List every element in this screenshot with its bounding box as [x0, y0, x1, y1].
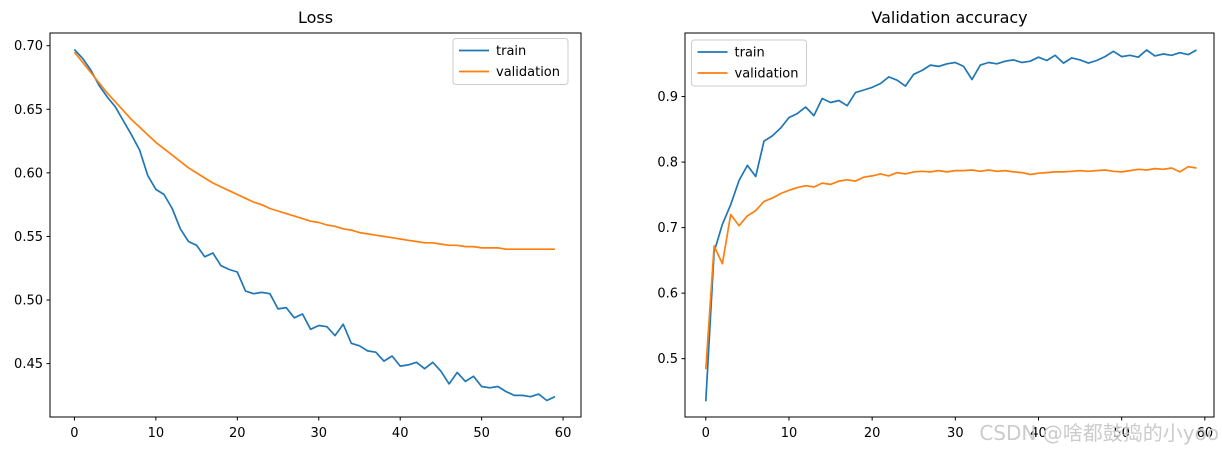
x-tick-label: 30 [947, 426, 964, 441]
x-tick-label: 60 [1197, 426, 1214, 441]
watermark: CSDN @啥都鼓捣的小yoo [979, 421, 1219, 445]
y-tick-label: 0.50 [14, 294, 43, 309]
plot-title: Loss [298, 8, 333, 27]
y-tick-label: 0.8 [657, 156, 678, 171]
y-tick-label: 0.70 [14, 39, 43, 54]
x-tick-label: 50 [473, 426, 490, 441]
legend-validation-label: validation [496, 65, 560, 80]
x-tick-label: 0 [702, 426, 710, 441]
y-tick-label: 0.60 [14, 166, 43, 181]
legend: train validation [691, 39, 807, 87]
x-tick-label: 40 [392, 426, 409, 441]
x-tick-label: 20 [864, 426, 881, 441]
legend: train validation [452, 38, 569, 85]
plot-title: Validation accuracy [871, 8, 1027, 27]
x-tick-label: 0 [70, 426, 78, 441]
legend-train-label: train [496, 44, 526, 59]
x-tick-label: 10 [781, 426, 798, 441]
y-tick-label: 0.6 [657, 287, 678, 302]
x-tick-label: 20 [229, 426, 246, 441]
plot-border [49, 32, 582, 418]
y-tick-label: 0.5 [657, 352, 678, 367]
x-tick-label: 40 [1030, 426, 1047, 441]
train-line [704, 49, 1197, 402]
x-tick-label: 50 [1113, 426, 1130, 441]
y-tick-label: 0.9 [657, 90, 678, 105]
x-tick-label: 10 [148, 426, 165, 441]
plot-border [684, 32, 1215, 418]
legend-train-label: train [735, 46, 765, 61]
y-tick-label: 0.55 [14, 230, 43, 245]
train-line [73, 48, 556, 402]
y-tick-label: 0.45 [14, 357, 43, 372]
validation-line [73, 51, 555, 251]
loss-plot: Loss 0 10 20 30 40 50 60 0.45 0.50 0.55 0.60 0.65 0.7… [14, 8, 582, 441]
x-tick-label: 60 [555, 426, 572, 441]
validation-line [704, 165, 1197, 370]
x-tick-label: 30 [310, 426, 327, 441]
accuracy-plot: Validation accuracy 0 10 20 30 40 50 60 0.5 0.6 0.… [657, 8, 1215, 441]
legend-validation-label: validation [735, 67, 799, 82]
y-tick-label: 0.7 [657, 221, 678, 236]
y-tick-label: 0.65 [14, 103, 43, 118]
